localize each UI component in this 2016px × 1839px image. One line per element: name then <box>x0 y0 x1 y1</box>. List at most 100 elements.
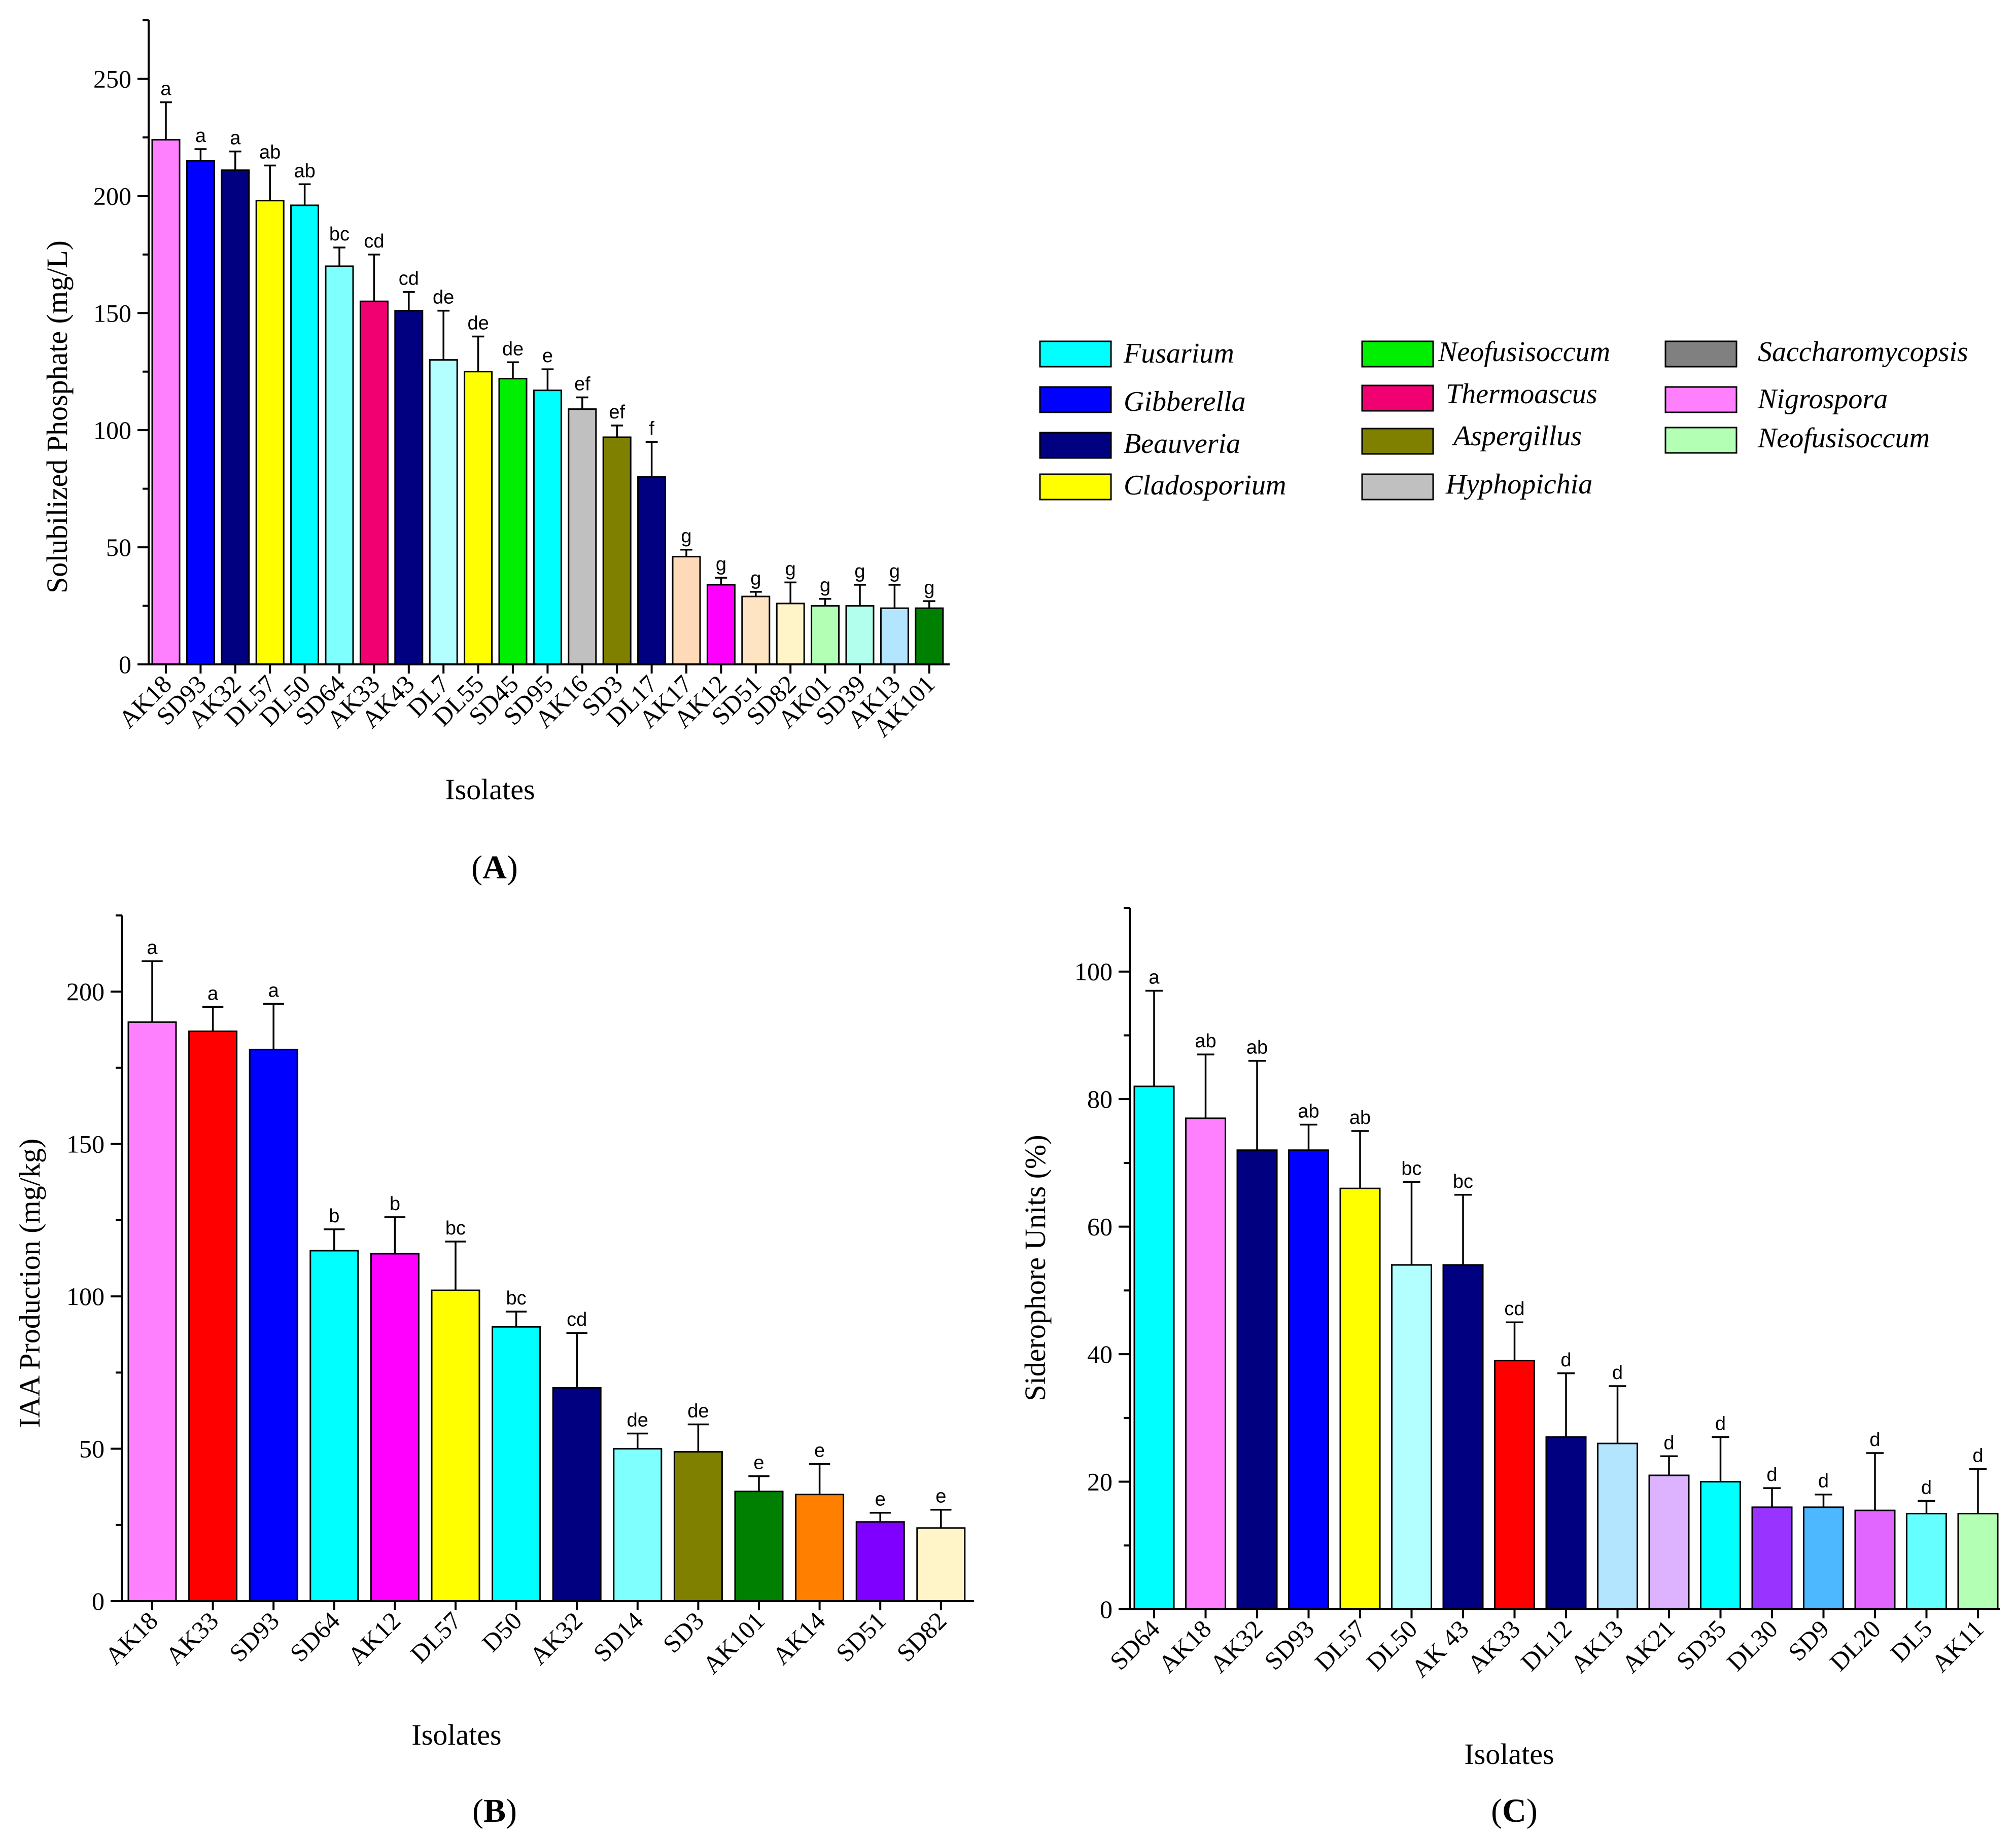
panel-a-bar-sd45 <box>498 378 528 665</box>
panel-c-x-tick-label: AK11 <box>1926 1614 1989 1678</box>
panel-a-bar-ak101 <box>915 607 944 665</box>
panel-a-error-bar <box>923 600 935 609</box>
panel-b-bar-sd14 <box>613 1448 663 1602</box>
panel-c-significance-letter: bc <box>1401 1158 1421 1180</box>
panel-a-significance-letter: a <box>195 125 206 147</box>
panel-a-significance-letter: ab <box>294 160 315 182</box>
panel-c-significance-letter: d <box>1972 1445 1983 1466</box>
panel-b-x-axis-label: Isolates <box>411 1718 501 1751</box>
panel-b-y-tick-label: 150 <box>66 1130 105 1158</box>
panel-b-x-tick-label: AK33 <box>160 1606 224 1670</box>
panel-a-bar-sd95 <box>533 390 562 665</box>
panel-c-x-tick-label: AK13 <box>1565 1614 1628 1678</box>
legend-swatch-thermoascus <box>1361 384 1434 412</box>
panel-b-y-tick-label: 100 <box>66 1282 105 1311</box>
panel-c-x-tick-label: AK32 <box>1204 1614 1268 1678</box>
panel-a-caption: (A) <box>471 849 518 886</box>
panel-c-error-bar <box>1609 1385 1626 1444</box>
panel-a-significance-letter: cd <box>364 231 384 252</box>
panel-a-error-bar <box>437 309 450 360</box>
panel-b-bar-ak18 <box>127 1021 177 1602</box>
panel-b-error-bar <box>263 1003 284 1050</box>
panel-c-error-bar <box>1506 1321 1523 1361</box>
legend-swatch-fusarium <box>1039 340 1112 368</box>
panel-b-bar-ak33 <box>188 1030 238 1602</box>
panel-c-bars: a ab ab ab ab bc bc cd d d d d d d d d d <box>1133 967 1999 1610</box>
panel-b-bar-ak12 <box>370 1253 420 1602</box>
panel-a-error-bar <box>229 150 241 170</box>
panel-b-error-bar <box>687 1423 709 1452</box>
panel-c-significance-letter: d <box>1766 1464 1777 1486</box>
panel-b-significance-letter: bc <box>506 1288 527 1309</box>
panel-c-x-tick-label: SD93 <box>1259 1614 1319 1675</box>
panel-c-y-tick-label: 60 <box>1087 1213 1113 1241</box>
panel-a-error-bar <box>507 361 519 379</box>
panel-c-bar-dl50 <box>1391 1264 1432 1610</box>
panel-a-bar-dl17 <box>637 476 667 665</box>
panel-c-error-bar <box>1969 1468 1987 1514</box>
panel-c-caption: (C) <box>1491 1792 1538 1829</box>
panel-a-significance-letter: f <box>649 418 654 439</box>
panel-b-x-tick-label: AK12 <box>342 1606 406 1670</box>
panel-a-y-tick-label: 0 <box>119 650 131 679</box>
panel-c-x-tick-label: DL30 <box>1721 1614 1783 1676</box>
legend-swatch-hyphopichia <box>1361 473 1434 501</box>
panel-b-significance-letter: cd <box>567 1309 587 1330</box>
panel-c-bar-dl57 <box>1339 1187 1381 1610</box>
panel-c-significance-letter: d <box>1869 1429 1880 1451</box>
panel-a-error-bar <box>784 581 797 604</box>
panel-c-error-bar <box>1248 1060 1266 1150</box>
panel-c-x-tick-label: DL20 <box>1824 1614 1886 1676</box>
panel-a-error-bar <box>402 291 415 311</box>
panel-c-y-tick-label: 20 <box>1087 1468 1113 1496</box>
panel-c-y-tick-label: 40 <box>1087 1340 1113 1368</box>
panel-a-significance-letter: de <box>502 338 524 360</box>
panel-a-error-bar <box>194 148 207 161</box>
panel-b-error-bar <box>324 1228 345 1251</box>
panel-a-significance-letter: ef <box>574 374 590 395</box>
panel-c-error-bar <box>1866 1452 1884 1511</box>
panel-a-significance-letter: de <box>467 312 489 334</box>
panel-b-error-bar <box>809 1463 830 1495</box>
panel-c-error-bar <box>1815 1493 1832 1507</box>
panel-b-bar-ak32 <box>552 1387 602 1602</box>
legend-swatch-gibberella <box>1039 386 1112 413</box>
panel-b-error-bar <box>202 1006 224 1032</box>
panel-b-significance-letter: e <box>935 1486 946 1507</box>
panel-b-error-bar <box>748 1475 770 1492</box>
panel-c-significance-letter: ab <box>1349 1107 1371 1128</box>
panel-b-x-tick-label: SD93 <box>224 1606 285 1667</box>
panel-b-bar-sd93 <box>249 1048 298 1602</box>
panel-b-error-bar <box>627 1432 648 1449</box>
panel-b-bar-ak101 <box>734 1491 784 1602</box>
panel-c-significance-letter: d <box>1715 1413 1726 1435</box>
panel-a-y-axis-label: Solubilized Phosphate (mg/L) <box>41 240 74 593</box>
panel-b-x-tick-label: DL57 <box>405 1606 467 1668</box>
panel-a-bar-sd82 <box>776 603 805 665</box>
panel-b-y-tick-label: 0 <box>92 1587 105 1615</box>
panel-b-significance-letter: a <box>147 937 158 959</box>
legend-label-neofusisoccum: Neofusisoccum <box>1438 336 1610 368</box>
panel-a-bar-sd39 <box>845 605 875 665</box>
panel-a-error-bar <box>333 246 345 266</box>
panel-a-y-tick-label: 250 <box>93 64 131 93</box>
panel-b-significance-letter: de <box>627 1410 648 1431</box>
panel-c-significance-letter: d <box>1612 1362 1623 1384</box>
panel-b-error-bar <box>445 1241 466 1291</box>
panel-a-bar-dl57 <box>255 200 285 665</box>
panel-c-x-tick-label: SD64 <box>1104 1614 1165 1675</box>
panel-b-bar-sd82 <box>916 1527 966 1602</box>
panel-b-significance-letter: a <box>207 983 219 1004</box>
legend-swatch-cladosporium <box>1039 473 1112 501</box>
panel-c-x-tick-label: AK 43 <box>1406 1614 1474 1683</box>
panel-b-x-tick-label: SD14 <box>587 1606 648 1667</box>
panel-c-y-axis-label: Siderophore Units (%) <box>1019 1135 1052 1401</box>
panel-c-error-bar <box>1918 1500 1935 1514</box>
panel-b-bar-sd64 <box>309 1250 359 1602</box>
panel-b-bar-d50 <box>492 1326 541 1602</box>
panel-b-bar-sd51 <box>855 1521 905 1602</box>
panel-b-x-tick-label: D50 <box>476 1606 527 1657</box>
panel-c-bar-sd93 <box>1288 1149 1329 1610</box>
panel-b-letter: B <box>483 1792 506 1829</box>
